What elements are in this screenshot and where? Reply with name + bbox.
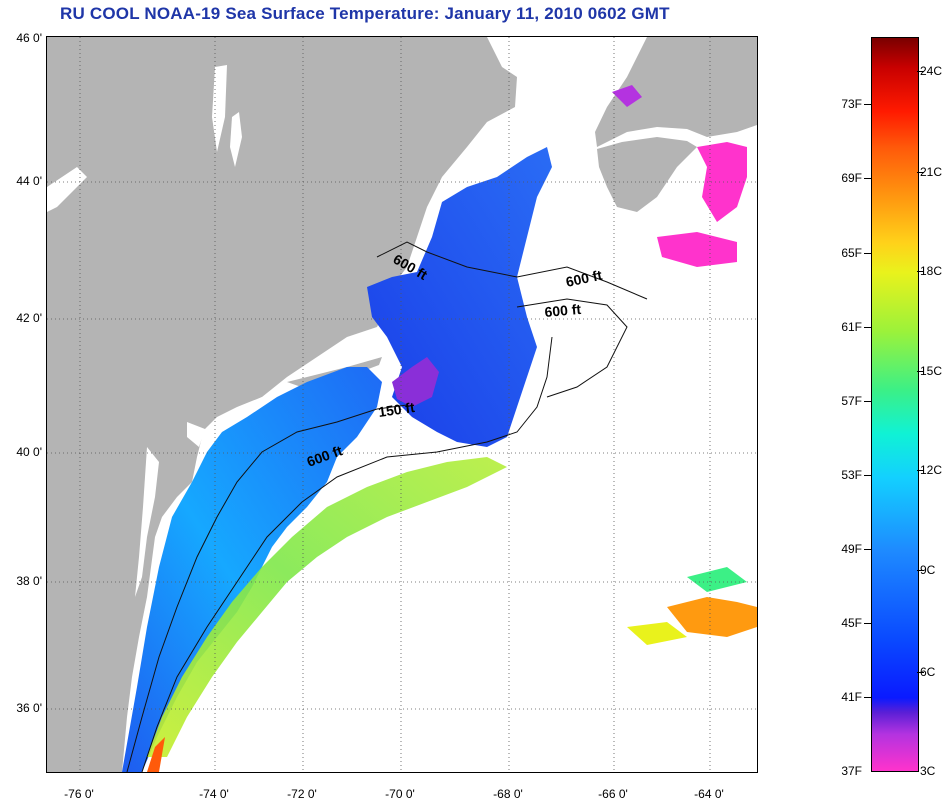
land-nova-scotia-south: [597, 137, 697, 212]
lon-label-66: -66 0': [598, 787, 628, 801]
lon-label-70: -70 0': [385, 787, 415, 801]
colorbar-c-18: 18C: [920, 264, 943, 278]
colorbar-c-15: 15C: [920, 364, 943, 378]
colorbar-f-61: 61F: [841, 320, 862, 334]
colorbar-tick: [864, 104, 871, 105]
colorbar-f-41: 41F: [841, 690, 862, 704]
colorbar-tick: [864, 327, 871, 328]
colorbar-c-3: 3C: [920, 764, 936, 778]
gulf-stream-patches: [147, 567, 757, 772]
colorbar-c-24: 24C: [920, 64, 943, 78]
lakes: [47, 65, 242, 597]
colorbar-tick: [864, 697, 871, 698]
lon-label-72: -72 0': [287, 787, 317, 801]
colorbar-tick: [917, 71, 924, 72]
sst-ns-magenta-2: [657, 232, 737, 267]
lat-label-42: 42 0': [16, 311, 42, 325]
colorbar-f-49: 49F: [841, 542, 862, 556]
gs-patch-1: [667, 597, 757, 637]
sst-bay-of-fundy: [612, 85, 642, 107]
lon-label-74: -74 0': [199, 787, 229, 801]
colorbar-tick: [917, 570, 924, 571]
isobath-lines: [126, 241, 648, 772]
colorbar-tick: [917, 672, 924, 673]
gs-patch-2: [627, 622, 687, 645]
land-mainland: [47, 37, 517, 772]
lake-nw: [47, 167, 87, 212]
colorbar-tick: [917, 172, 924, 173]
map-title: RU COOL NOAA-19 Sea Surface Temperature:…: [60, 4, 670, 23]
delaware-bay: [187, 422, 205, 447]
colorbar-c-9: 9C: [920, 563, 936, 577]
sst-slope-warm: [147, 457, 507, 757]
coastal-cloud: [197, 397, 262, 442]
colorbar-f-45: 45F: [841, 616, 862, 630]
colorbar-f-69: 69F: [841, 171, 862, 185]
isobath-600-georges: [516, 298, 628, 398]
colorbar-tick: [864, 623, 871, 624]
isobath-600-gom: [376, 241, 648, 300]
colorbar-tick: [917, 271, 924, 272]
colorbar-tick: [917, 470, 924, 471]
sst-map: 600 ft 600 ft 600 ft 150 ft 600 ft: [46, 36, 758, 773]
lat-label-44: 44 0': [16, 174, 42, 188]
lat-label-40: 40 0': [16, 445, 42, 459]
land-nova-scotia: [595, 37, 757, 147]
colorbar-f-57: 57F: [841, 394, 862, 408]
sst-map-svg: 600 ft 600 ft 600 ft 150 ft 600 ft: [47, 37, 757, 772]
colorbar-tick: [864, 475, 871, 476]
colorbar-f-65: 65F: [841, 246, 862, 260]
sst-georges-purple: [392, 357, 439, 407]
lake-ne: [230, 112, 242, 167]
colorbar-c-6: 6C: [920, 665, 936, 679]
lon-label-76: -76 0': [64, 787, 94, 801]
graticule: [47, 37, 757, 772]
lat-label-38: 38 0': [16, 574, 42, 588]
colorbar-f-37: 37F: [841, 764, 862, 778]
sst-ns-magenta: [697, 142, 747, 222]
colorbar-f-53: 53F: [841, 468, 862, 482]
isobath-600-shelf: [141, 336, 553, 772]
colorbar-tick: [917, 371, 924, 372]
colorbar-tick: [864, 253, 871, 254]
temperature-colorbar: [871, 37, 919, 772]
colorbar-f-73: 73F: [841, 97, 862, 111]
lon-label-68: -68 0': [493, 787, 523, 801]
gs-patch-4: [147, 737, 165, 772]
isobath-label-3: 600 ft: [544, 301, 582, 320]
lat-label-46: 46 0': [16, 31, 42, 45]
lon-label-64: -64 0': [694, 787, 724, 801]
isobath-150: [126, 404, 408, 772]
lat-label-36: 36 0': [16, 701, 42, 715]
colorbar-tick: [864, 549, 871, 550]
colorbar-tick: [864, 401, 871, 402]
colorbar-c-12: 12C: [920, 463, 943, 477]
chesapeake: [135, 447, 159, 597]
lake-champlain: [212, 65, 227, 152]
isobath-label-4: 150 ft: [377, 399, 416, 420]
colorbar-c-21: 21C: [920, 165, 943, 179]
isobath-label-2: 600 ft: [564, 267, 603, 290]
colorbar-tick: [864, 178, 871, 179]
gs-patch-3: [687, 567, 747, 592]
